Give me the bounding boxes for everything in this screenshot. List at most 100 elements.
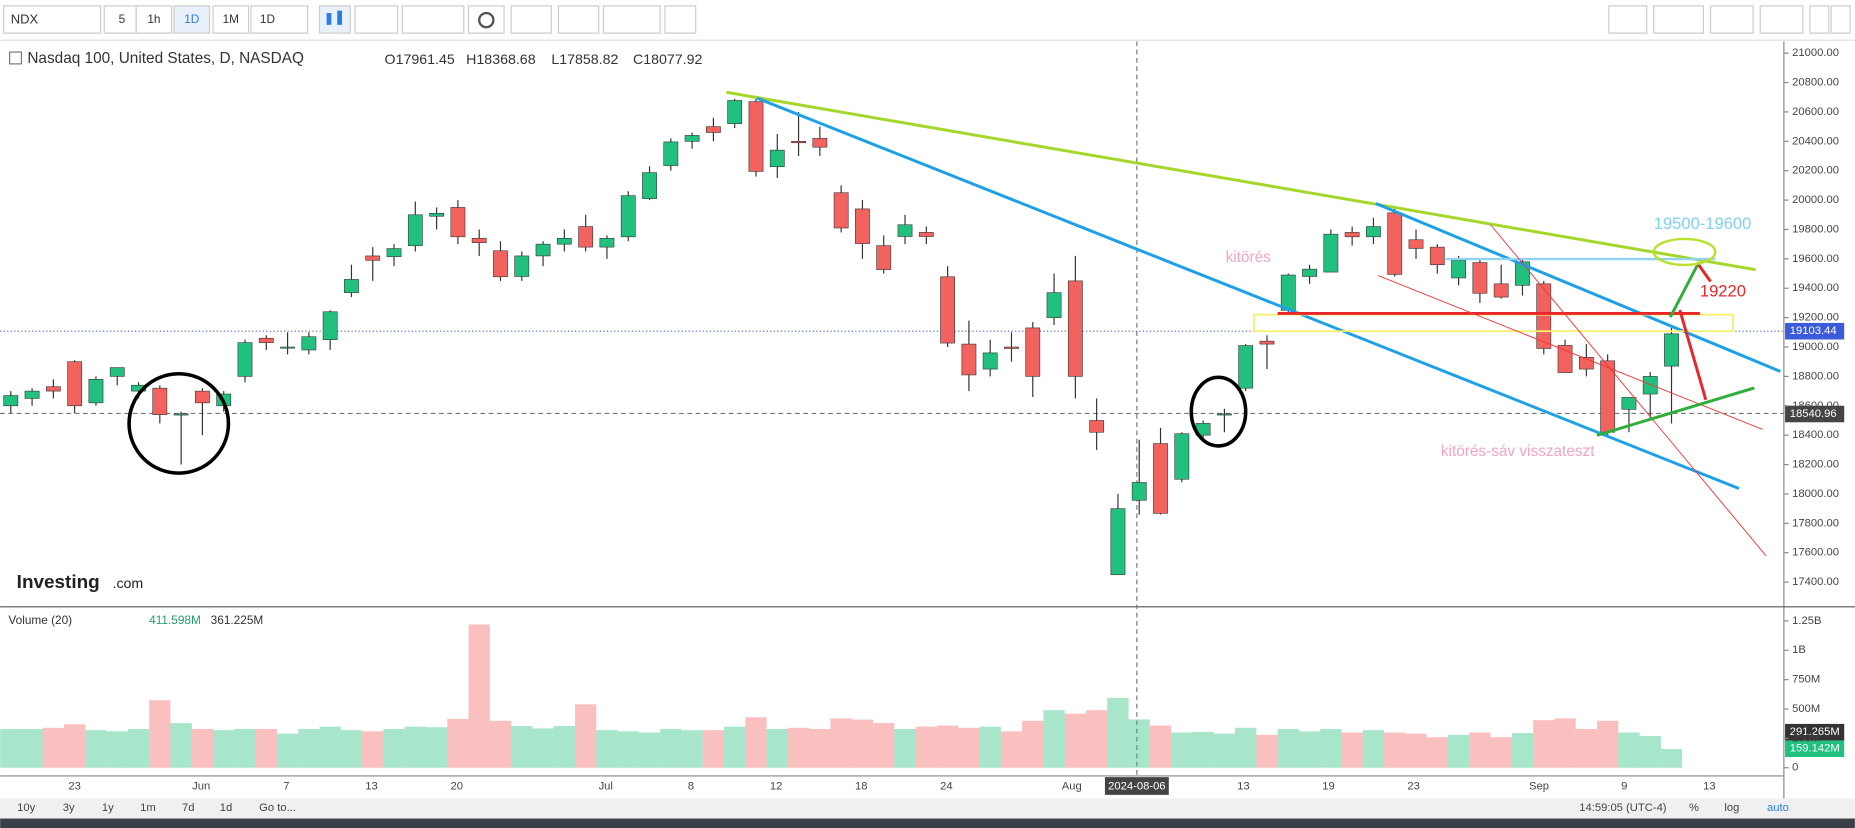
volume-bar <box>617 731 639 768</box>
candle-body <box>535 243 551 257</box>
candle-body <box>407 214 423 246</box>
volume-bar <box>1213 733 1236 768</box>
interval-button[interactable] <box>173 5 211 34</box>
candle-body <box>727 100 743 124</box>
interval-button[interactable] <box>250 5 309 34</box>
layout-button[interactable] <box>1653 5 1705 34</box>
close-button[interactable] <box>1830 5 1851 34</box>
volume-bar <box>660 728 682 768</box>
interval-label[interactable]: 1h <box>147 12 160 26</box>
volume-bar <box>319 726 341 768</box>
indicator-button[interactable] <box>510 5 552 34</box>
y-tick-label: 21000.00 <box>1792 47 1839 59</box>
compare-button[interactable] <box>557 5 600 34</box>
icon <box>478 11 495 29</box>
fullscreen-button[interactable] <box>1809 5 1830 34</box>
goto[interactable]: Go to... <box>259 802 296 814</box>
annotation: kitörés-sáv visszateszt <box>1441 443 1595 460</box>
range-button[interactable]: 3y <box>63 802 75 814</box>
candle-body <box>1067 280 1083 377</box>
candle-body <box>1493 283 1509 298</box>
volume-bar <box>1022 720 1044 768</box>
line-button[interactable] <box>354 5 399 34</box>
volume-bar <box>425 727 448 768</box>
volume-bar <box>1086 710 1108 768</box>
x-tick-label: 24 <box>940 781 952 793</box>
candle-body <box>301 336 317 351</box>
candle-body <box>1217 413 1232 416</box>
volume-bar <box>1064 713 1087 768</box>
volume-bar <box>213 730 235 768</box>
volume-bar <box>787 727 810 768</box>
candle-body <box>195 390 210 404</box>
range-button[interactable]: 1d <box>220 802 232 814</box>
alert-button[interactable] <box>664 5 697 34</box>
candle-body <box>1174 433 1190 480</box>
interval-label[interactable]: 1D <box>260 12 275 26</box>
volume-bar <box>404 726 426 768</box>
target-ellipse <box>1652 237 1717 267</box>
candle-body <box>876 245 892 270</box>
settings-button[interactable] <box>467 5 505 34</box>
x-tick-label: 8 <box>688 781 694 793</box>
volume-bar <box>1149 725 1172 768</box>
volume-bar <box>85 730 107 768</box>
icon <box>326 13 332 25</box>
range-button[interactable]: 1y <box>102 802 114 814</box>
range-button[interactable]: 7d <box>182 802 194 814</box>
candle-body <box>493 250 508 278</box>
camera-button[interactable] <box>1608 5 1648 34</box>
save-button[interactable] <box>1759 5 1804 34</box>
candle-button[interactable] <box>318 5 351 34</box>
candle-body <box>1259 340 1275 345</box>
candle-body <box>748 101 764 172</box>
range-button[interactable]: 10y <box>17 802 35 814</box>
last-price: 19103.44 <box>1790 325 1837 337</box>
x-tick-label: 13 <box>1237 781 1249 793</box>
volume-bar <box>1192 731 1214 768</box>
toolbar <box>0 0 1855 41</box>
volume-tick-label: 0 <box>1792 762 1798 774</box>
volume-bar <box>745 717 767 768</box>
load-button[interactable] <box>1709 5 1754 34</box>
volume-bar <box>532 728 554 768</box>
range-button[interactable]: 1m <box>140 802 156 814</box>
y-tick-label: 17400.00 <box>1792 576 1839 588</box>
candle-body <box>1153 443 1168 514</box>
volume-bar <box>1596 720 1619 768</box>
interval-button[interactable] <box>135 5 173 34</box>
undo-redo[interactable] <box>602 5 661 34</box>
interval-label[interactable]: 1M <box>223 12 239 26</box>
candle-body <box>1557 345 1573 373</box>
volume-bar <box>1511 733 1534 768</box>
scale-option[interactable]: auto <box>1767 802 1789 814</box>
candle-body <box>556 237 572 245</box>
y-tick-label: 20200.00 <box>1792 165 1839 177</box>
volume-bar <box>1426 737 1448 768</box>
interval-label[interactable]: 5 <box>119 12 126 26</box>
volume-bar <box>21 728 43 768</box>
symbol[interactable]: NDX <box>11 12 39 27</box>
candle-body <box>152 387 168 415</box>
y-tick-label: 19200.00 <box>1792 312 1839 324</box>
volume-bar <box>1384 732 1406 768</box>
volume-bar <box>1341 732 1363 768</box>
y-tick-label: 19600.00 <box>1792 253 1839 265</box>
x-tick-label: 19 <box>1322 781 1334 793</box>
interval-label[interactable]: 1D <box>184 12 199 26</box>
symbol-box[interactable] <box>3 5 102 34</box>
draw-button[interactable] <box>401 5 465 34</box>
scale-option[interactable]: % <box>1689 802 1699 814</box>
collapse-icon[interactable] <box>9 51 23 65</box>
marks <box>0 98 1683 768</box>
x-tick-label: Sep <box>1529 781 1549 793</box>
candle-body <box>258 337 274 343</box>
volume-bar <box>489 720 512 768</box>
scale-option[interactable]: log <box>1724 802 1739 814</box>
candle-body <box>620 195 636 238</box>
interval-button[interactable] <box>212 5 250 34</box>
chart-title: Nasdaq 100, United States, D, NASDAQ <box>27 50 304 67</box>
interval-button[interactable] <box>103 5 141 34</box>
y-tick-label: 20000.00 <box>1792 194 1839 206</box>
